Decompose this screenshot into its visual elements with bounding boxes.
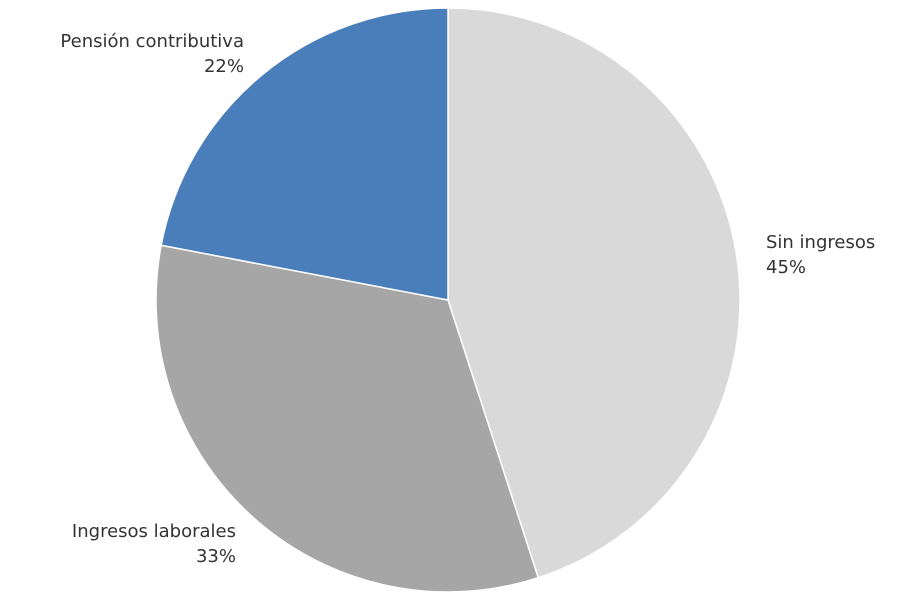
slice-label-group-pension-contributiva: Pensión contributiva 22% (60, 31, 244, 77)
slice-label-pension-contributiva: Pensión contributiva (60, 31, 244, 52)
slice-label-ingresos-laborales: Ingresos laborales (72, 521, 236, 542)
slice-value-pension-contributiva: 22% (204, 56, 244, 77)
slice-value-sin-ingresos: 45% (766, 257, 806, 278)
slice-value-ingresos-laborales: 33% (196, 546, 236, 567)
slice-label-group-sin-ingresos: Sin ingresos 45% (766, 232, 875, 278)
slice-label-group-ingresos-laborales: Ingresos laborales 33% (72, 521, 236, 567)
pie-slice-sin-ingresos (447, 7, 741, 579)
pie-slice-pension-contributiva (160, 7, 449, 301)
pie-slices (155, 7, 741, 592)
slice-label-sin-ingresos: Sin ingresos (766, 232, 875, 253)
